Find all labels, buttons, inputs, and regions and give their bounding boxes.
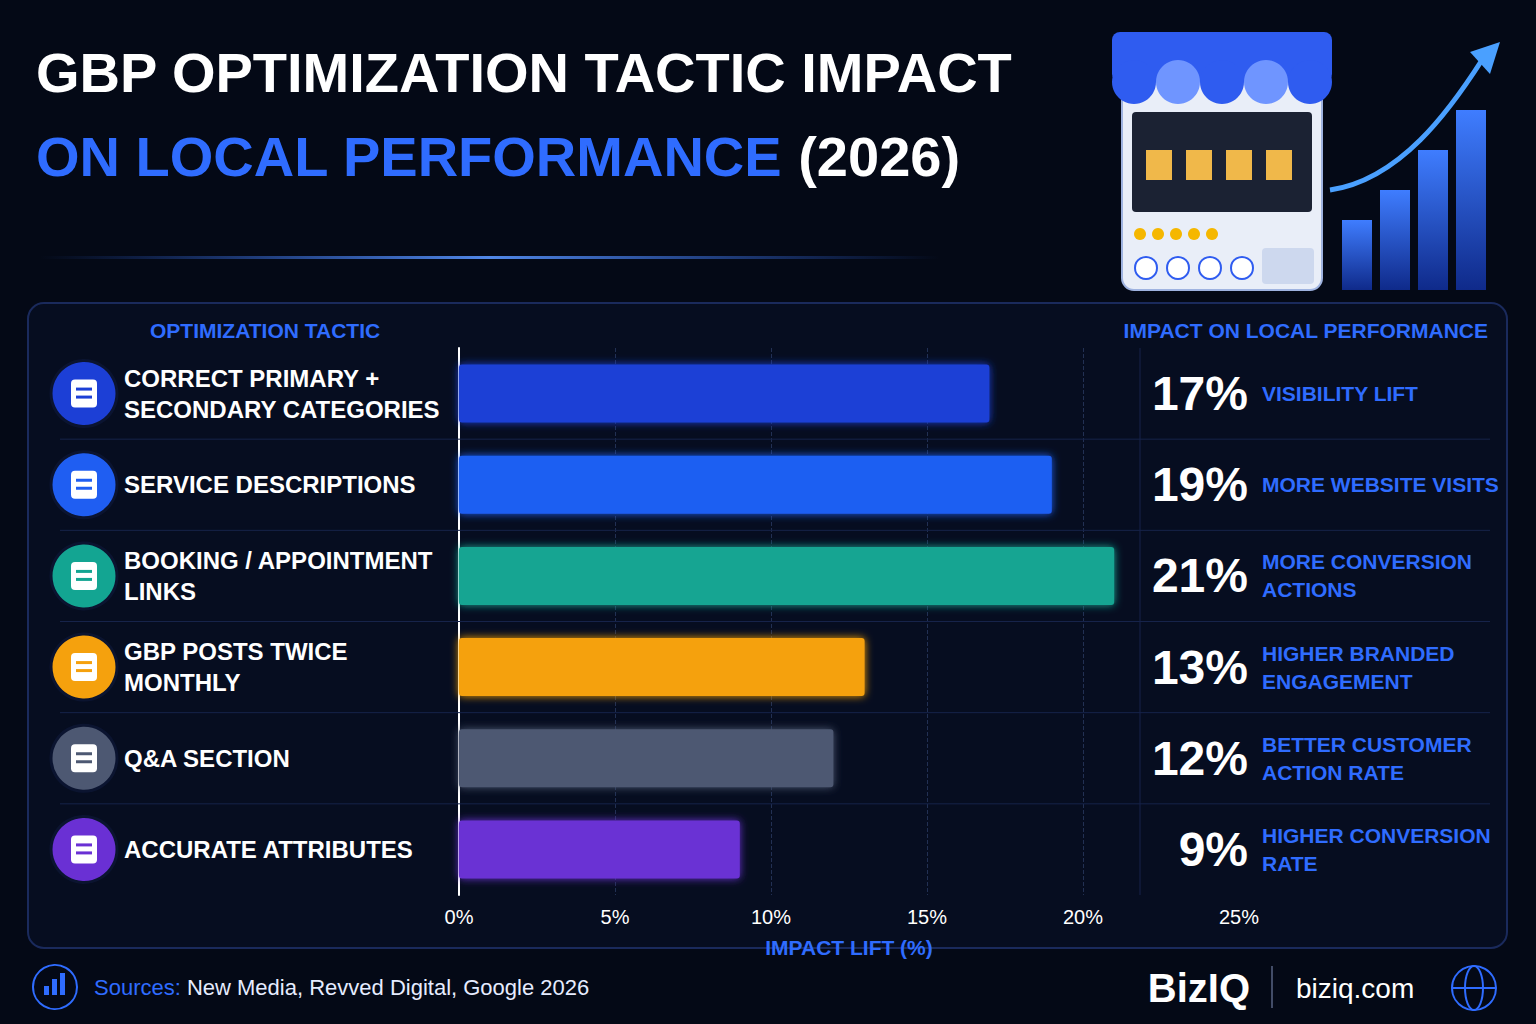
svg-text:ACTION RATE: ACTION RATE xyxy=(1262,761,1404,784)
svg-text:9%: 9% xyxy=(1179,823,1248,876)
svg-text:21%: 21% xyxy=(1152,549,1248,602)
svg-text:BETTER CUSTOMER: BETTER CUSTOMER xyxy=(1262,733,1477,756)
svg-text:SERVICE DESCRIPTIONS: SERVICE DESCRIPTIONS xyxy=(124,471,416,498)
svg-text:17%: 17% xyxy=(1152,367,1248,420)
svg-text:13%: 13% xyxy=(1152,641,1248,694)
svg-text:MORE CONVERSION: MORE CONVERSION xyxy=(1262,550,1478,573)
svg-text:BOOKING / APPOINTMENT: BOOKING / APPOINTMENT xyxy=(124,547,439,574)
svg-text:SECONDARY CATEGORIES: SECONDARY CATEGORIES xyxy=(124,396,440,423)
svg-text:GBP POSTS TWICE: GBP POSTS TWICE xyxy=(124,638,354,665)
svg-text:IMPACT ON LOCAL PERFORMANCE: IMPACT ON LOCAL PERFORMANCE xyxy=(1124,319,1488,342)
svg-text:25%: 25% xyxy=(1219,906,1259,928)
svg-text:LINKS: LINKS xyxy=(124,578,196,605)
svg-text:HIGHER BRANDED: HIGHER BRANDED xyxy=(1262,642,1460,665)
svg-text:Sources:: Sources: xyxy=(94,975,181,1000)
svg-text:5%: 5% xyxy=(601,906,630,928)
svg-text:0%: 0% xyxy=(445,906,474,928)
svg-text:OPTIMIZATION TACTIC: OPTIMIZATION TACTIC xyxy=(150,319,380,342)
svg-text:IMPACT LIFT (%): IMPACT LIFT (%) xyxy=(765,936,933,959)
svg-text:19%: 19% xyxy=(1152,458,1248,511)
svg-text:ENGAGEMENT: ENGAGEMENT xyxy=(1262,670,1413,693)
svg-text:MORE WEBSITE VISITS: MORE WEBSITE VISITS xyxy=(1262,473,1499,496)
svg-text:ACCURATE ATTRIBUTES: ACCURATE ATTRIBUTES xyxy=(124,836,413,863)
svg-text:Q&A SECTION: Q&A SECTION xyxy=(124,745,290,772)
svg-text:ON LOCAL PERFORMANCE: ON LOCAL PERFORMANCE xyxy=(36,125,782,188)
svg-text:HIGHER CONVERSION: HIGHER CONVERSION xyxy=(1262,824,1497,847)
svg-text:biziq.com: biziq.com xyxy=(1296,973,1414,1004)
svg-text:20%: 20% xyxy=(1063,906,1103,928)
svg-text:12%: 12% xyxy=(1152,732,1248,785)
svg-text:VISIBILITY LIFT: VISIBILITY LIFT xyxy=(1262,382,1418,405)
svg-text:10%: 10% xyxy=(751,906,791,928)
svg-text:(2026): (2026) xyxy=(798,125,960,188)
svg-text:New Media, Revved Digital, Goo: New Media, Revved Digital, Google 2026 xyxy=(181,975,589,1000)
svg-text:GBP OPTIMIZATION TACTIC IMPACT: GBP OPTIMIZATION TACTIC IMPACT xyxy=(36,41,1012,104)
svg-text:BizIQ: BizIQ xyxy=(1148,966,1250,1010)
svg-text:RATE: RATE xyxy=(1262,852,1318,875)
svg-text:CORRECT PRIMARY +: CORRECT PRIMARY + xyxy=(124,365,386,392)
svg-text:15%: 15% xyxy=(907,906,947,928)
svg-text:MONTHLY: MONTHLY xyxy=(124,669,240,696)
svg-text:ACTIONS: ACTIONS xyxy=(1262,578,1357,601)
